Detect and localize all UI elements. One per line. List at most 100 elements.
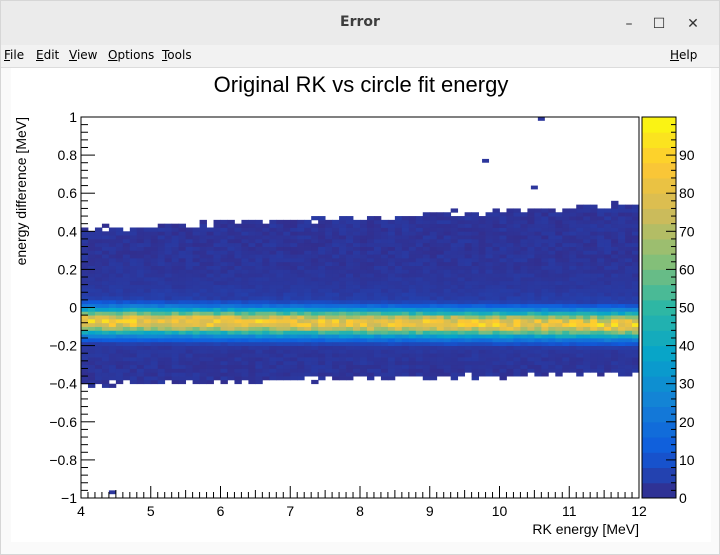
heatmap-cell	[178, 246, 187, 251]
heatmap-cell	[464, 303, 472, 308]
maximize-icon[interactable]: ☐	[652, 16, 666, 32]
heatmap-cell	[325, 315, 333, 320]
heatmap-cell	[478, 311, 486, 316]
heatmap-cell	[318, 238, 326, 244]
heatmap-cell	[443, 292, 452, 297]
heatmap-cell	[541, 216, 549, 221]
menu-file[interactable]: File	[4, 48, 25, 62]
heatmap-cell	[436, 318, 445, 324]
heatmap-cell	[318, 326, 326, 331]
heatmap-cell	[283, 284, 291, 289]
heatmap-cell	[471, 227, 479, 232]
heatmap-cell	[269, 360, 277, 366]
heatmap-cell	[136, 376, 145, 381]
heatmap-cell	[422, 349, 431, 354]
heatmap-cell	[394, 299, 403, 305]
heatmap-cell	[394, 318, 403, 324]
heatmap-cell	[206, 334, 214, 339]
heatmap-cell	[150, 296, 159, 301]
heatmap-cell	[213, 238, 221, 244]
heatmap-cell	[366, 299, 375, 305]
title-bar[interactable]: Error – ☐ ✕	[1, 1, 719, 45]
menu-view[interactable]: View	[69, 48, 98, 62]
heatmap-cell	[199, 337, 207, 343]
heatmap-cell	[185, 376, 193, 381]
heatmap-cell	[443, 322, 452, 327]
heatmap-cell	[366, 345, 375, 350]
heatmap-cell	[450, 307, 459, 312]
minimize-icon[interactable]: –	[625, 16, 633, 32]
heatmap-cell	[94, 341, 103, 346]
heatmap-cell	[541, 292, 549, 297]
heatmap-cell	[534, 238, 542, 244]
heatmap-cell	[520, 364, 528, 369]
heatmap-cell	[94, 315, 103, 320]
heatmap-cell	[94, 284, 103, 289]
close-icon[interactable]: ✕	[687, 16, 699, 32]
heatmap-cell	[569, 330, 577, 335]
heatmap-cell	[499, 353, 507, 358]
heatmap-cell	[471, 265, 479, 270]
heatmap-cell	[136, 368, 145, 373]
heatmap-cell	[304, 242, 312, 247]
heatmap-cell	[422, 322, 431, 327]
heatmap-cell	[576, 242, 584, 247]
heatmap-cell	[394, 307, 403, 312]
heatmap-cell	[81, 284, 89, 289]
heatmap-cell	[632, 216, 640, 221]
heatmap-cell	[248, 254, 256, 259]
heatmap-cell	[590, 250, 598, 255]
heatmap-cell	[248, 280, 256, 286]
heatmap-cell	[583, 277, 591, 282]
heatmap-cell	[513, 372, 521, 377]
heatmap-cell	[450, 284, 459, 289]
heatmap-cell	[290, 376, 298, 381]
heatmap-cell	[276, 303, 284, 308]
menu-tools[interactable]: Tools	[162, 48, 192, 62]
heatmap-cell	[373, 231, 382, 236]
heatmap-cell	[255, 277, 263, 282]
heatmap-cell	[583, 337, 591, 343]
heatmap-cell	[625, 334, 633, 339]
heatmap-cell	[157, 357, 166, 362]
heatmap-cell	[506, 360, 514, 366]
heatmap-cell	[604, 318, 612, 324]
heatmap-cell	[101, 311, 110, 316]
menu-options[interactable]: Options	[108, 48, 155, 62]
menu-edit[interactable]: Edit	[36, 48, 60, 62]
heatmap-cell	[241, 242, 249, 247]
heatmap-cell	[632, 299, 640, 305]
plot-canvas[interactable]: Original RK vs circle fit energy 4 5 6 7 8 9 10…	[11, 68, 711, 542]
heatmap-cell	[457, 242, 466, 247]
heatmap-cell	[527, 311, 535, 316]
heatmap-cell	[248, 379, 256, 385]
heatmap-cell	[283, 292, 291, 297]
heatmap-cell	[262, 337, 270, 343]
heatmap-cell	[199, 269, 207, 274]
heatmap-cell	[394, 341, 403, 346]
heatmap-cell	[353, 235, 361, 240]
heatmap-cell	[443, 296, 452, 301]
heatmap-cell	[569, 353, 577, 358]
heatmap-cell	[115, 238, 124, 244]
heatmap-cell	[220, 357, 228, 362]
heatmap-cell	[408, 219, 417, 225]
heatmap-cell	[625, 246, 633, 251]
heatmap-cell	[332, 265, 340, 270]
heatmap-cell	[422, 280, 431, 286]
heatmap-cell	[206, 257, 214, 263]
heatmap-cell	[115, 265, 124, 270]
heatmap-cell	[527, 223, 535, 228]
menu-help[interactable]: Help	[670, 48, 698, 62]
heatmap-cell	[227, 315, 235, 320]
heatmap-cell	[122, 296, 131, 301]
heatmap-cell	[297, 372, 305, 377]
heatmap-cell	[143, 231, 152, 236]
heatmap-cell	[569, 280, 577, 286]
heatmap-cell	[94, 322, 103, 327]
heatmap-cell	[227, 257, 235, 263]
heatmap-cell	[555, 307, 563, 312]
heatmap-cell	[94, 261, 103, 266]
heatmap-cell	[318, 257, 326, 263]
heatmap-cell	[534, 296, 542, 301]
